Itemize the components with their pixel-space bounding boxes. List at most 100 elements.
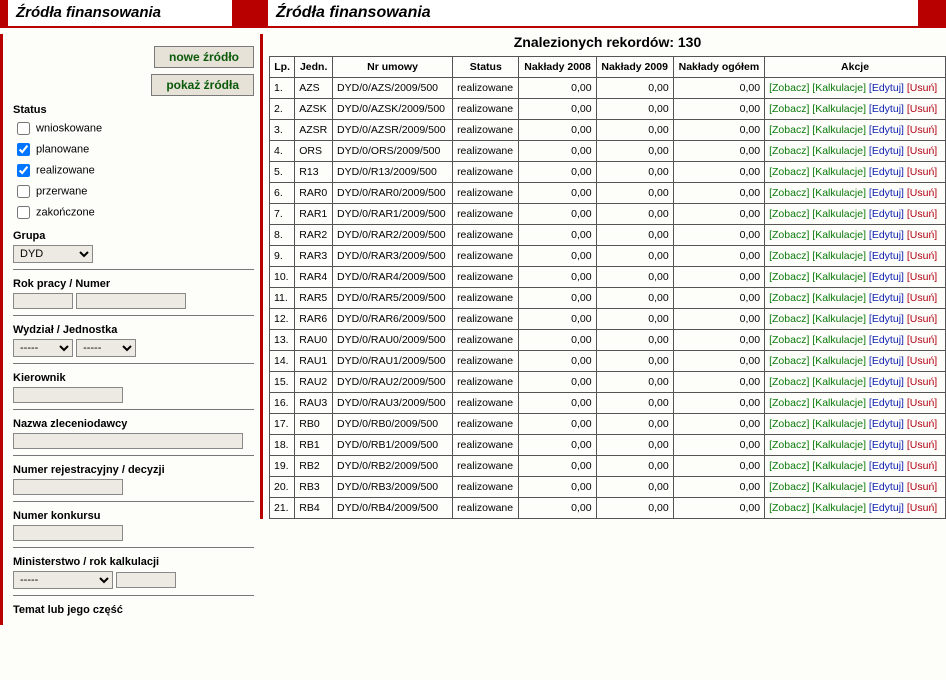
action-zobacz[interactable]: [Zobacz]: [769, 418, 809, 430]
action-usun[interactable]: [Usuń]: [907, 208, 937, 220]
action-edytuj[interactable]: [Edytuj]: [869, 418, 904, 430]
action-usun[interactable]: [Usuń]: [907, 418, 937, 430]
action-edytuj[interactable]: [Edytuj]: [869, 187, 904, 199]
action-zobacz[interactable]: [Zobacz]: [769, 145, 809, 157]
action-edytuj[interactable]: [Edytuj]: [869, 208, 904, 220]
action-kalkulacje[interactable]: [Kalkulacje]: [812, 376, 866, 388]
action-zobacz[interactable]: [Zobacz]: [769, 208, 809, 220]
action-kalkulacje[interactable]: [Kalkulacje]: [812, 355, 866, 367]
action-edytuj[interactable]: [Edytuj]: [869, 460, 904, 472]
action-zobacz[interactable]: [Zobacz]: [769, 250, 809, 262]
status-checkbox-wnioskowane[interactable]: [17, 122, 30, 135]
jednostka-select[interactable]: -----: [76, 339, 136, 357]
action-edytuj[interactable]: [Edytuj]: [869, 124, 904, 136]
action-edytuj[interactable]: [Edytuj]: [869, 271, 904, 283]
action-usun[interactable]: [Usuń]: [907, 355, 937, 367]
action-zobacz[interactable]: [Zobacz]: [769, 502, 809, 514]
action-usun[interactable]: [Usuń]: [907, 166, 937, 178]
action-kalkulacje[interactable]: [Kalkulacje]: [812, 334, 866, 346]
action-zobacz[interactable]: [Zobacz]: [769, 439, 809, 451]
action-edytuj[interactable]: [Edytuj]: [869, 397, 904, 409]
action-usun[interactable]: [Usuń]: [907, 334, 937, 346]
action-zobacz[interactable]: [Zobacz]: [769, 334, 809, 346]
action-zobacz[interactable]: [Zobacz]: [769, 460, 809, 472]
action-edytuj[interactable]: [Edytuj]: [869, 103, 904, 115]
action-usun[interactable]: [Usuń]: [907, 460, 937, 472]
action-zobacz[interactable]: [Zobacz]: [769, 166, 809, 178]
nr-rej-input[interactable]: [13, 479, 123, 495]
action-usun[interactable]: [Usuń]: [907, 292, 937, 304]
ministerstwo-select[interactable]: -----: [13, 571, 113, 589]
action-kalkulacje[interactable]: [Kalkulacje]: [812, 313, 866, 325]
action-usun[interactable]: [Usuń]: [907, 187, 937, 199]
action-usun[interactable]: [Usuń]: [907, 397, 937, 409]
action-edytuj[interactable]: [Edytuj]: [869, 82, 904, 94]
action-edytuj[interactable]: [Edytuj]: [869, 376, 904, 388]
action-edytuj[interactable]: [Edytuj]: [869, 439, 904, 451]
action-zobacz[interactable]: [Zobacz]: [769, 313, 809, 325]
action-kalkulacje[interactable]: [Kalkulacje]: [812, 502, 866, 514]
action-usun[interactable]: [Usuń]: [907, 502, 937, 514]
action-kalkulacje[interactable]: [Kalkulacje]: [812, 250, 866, 262]
action-kalkulacje[interactable]: [Kalkulacje]: [812, 460, 866, 472]
action-edytuj[interactable]: [Edytuj]: [869, 481, 904, 493]
action-usun[interactable]: [Usuń]: [907, 82, 937, 94]
action-kalkulacje[interactable]: [Kalkulacje]: [812, 439, 866, 451]
action-zobacz[interactable]: [Zobacz]: [769, 376, 809, 388]
action-edytuj[interactable]: [Edytuj]: [869, 313, 904, 325]
action-edytuj[interactable]: [Edytuj]: [869, 166, 904, 178]
action-zobacz[interactable]: [Zobacz]: [769, 124, 809, 136]
action-edytuj[interactable]: [Edytuj]: [869, 145, 904, 157]
action-zobacz[interactable]: [Zobacz]: [769, 397, 809, 409]
nr-konkursu-input[interactable]: [13, 525, 123, 541]
action-kalkulacje[interactable]: [Kalkulacje]: [812, 481, 866, 493]
action-usun[interactable]: [Usuń]: [907, 145, 937, 157]
action-zobacz[interactable]: [Zobacz]: [769, 229, 809, 241]
action-kalkulacje[interactable]: [Kalkulacje]: [812, 103, 866, 115]
action-usun[interactable]: [Usuń]: [907, 250, 937, 262]
grupa-select[interactable]: DYD: [13, 245, 93, 263]
action-kalkulacje[interactable]: [Kalkulacje]: [812, 418, 866, 430]
status-checkbox-zakończone[interactable]: [17, 206, 30, 219]
action-edytuj[interactable]: [Edytuj]: [869, 229, 904, 241]
status-checkbox-realizowane[interactable]: [17, 164, 30, 177]
action-zobacz[interactable]: [Zobacz]: [769, 103, 809, 115]
show-sources-button[interactable]: pokaż źródła: [151, 74, 254, 96]
action-zobacz[interactable]: [Zobacz]: [769, 187, 809, 199]
action-usun[interactable]: [Usuń]: [907, 124, 937, 136]
action-zobacz[interactable]: [Zobacz]: [769, 271, 809, 283]
action-zobacz[interactable]: [Zobacz]: [769, 355, 809, 367]
wydzial-select[interactable]: -----: [13, 339, 73, 357]
action-edytuj[interactable]: [Edytuj]: [869, 292, 904, 304]
action-usun[interactable]: [Usuń]: [907, 229, 937, 241]
action-edytuj[interactable]: [Edytuj]: [869, 250, 904, 262]
action-edytuj[interactable]: [Edytuj]: [869, 502, 904, 514]
rok-input[interactable]: [13, 293, 73, 309]
action-usun[interactable]: [Usuń]: [907, 313, 937, 325]
rok-kalkulacji-input[interactable]: [116, 572, 176, 588]
action-usun[interactable]: [Usuń]: [907, 439, 937, 451]
action-kalkulacje[interactable]: [Kalkulacje]: [812, 166, 866, 178]
zleceniodawca-input[interactable]: [13, 433, 243, 449]
numer-input[interactable]: [76, 293, 186, 309]
action-usun[interactable]: [Usuń]: [907, 481, 937, 493]
action-usun[interactable]: [Usuń]: [907, 376, 937, 388]
action-usun[interactable]: [Usuń]: [907, 271, 937, 283]
action-kalkulacje[interactable]: [Kalkulacje]: [812, 292, 866, 304]
action-zobacz[interactable]: [Zobacz]: [769, 481, 809, 493]
kierownik-input[interactable]: [13, 387, 123, 403]
action-zobacz[interactable]: [Zobacz]: [769, 292, 809, 304]
status-checkbox-przerwane[interactable]: [17, 185, 30, 198]
action-kalkulacje[interactable]: [Kalkulacje]: [812, 124, 866, 136]
action-usun[interactable]: [Usuń]: [907, 103, 937, 115]
action-kalkulacje[interactable]: [Kalkulacje]: [812, 229, 866, 241]
new-source-button[interactable]: nowe źródło: [154, 46, 254, 68]
action-kalkulacje[interactable]: [Kalkulacje]: [812, 397, 866, 409]
action-kalkulacje[interactable]: [Kalkulacje]: [812, 208, 866, 220]
action-edytuj[interactable]: [Edytuj]: [869, 334, 904, 346]
status-checkbox-planowane[interactable]: [17, 143, 30, 156]
action-zobacz[interactable]: [Zobacz]: [769, 82, 809, 94]
action-kalkulacje[interactable]: [Kalkulacje]: [812, 187, 866, 199]
action-kalkulacje[interactable]: [Kalkulacje]: [812, 271, 866, 283]
action-edytuj[interactable]: [Edytuj]: [869, 355, 904, 367]
